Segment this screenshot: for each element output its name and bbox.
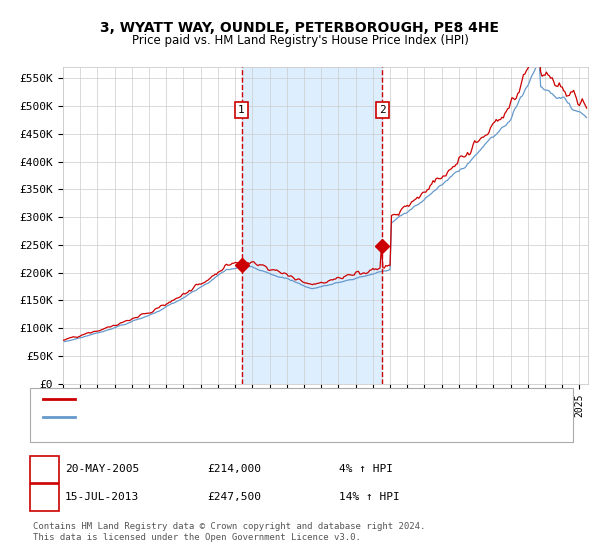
Bar bbox=[241, 67, 382, 384]
Text: 1: 1 bbox=[41, 463, 48, 476]
Text: 14% ↑ HPI: 14% ↑ HPI bbox=[339, 492, 400, 502]
Text: 20-MAY-2005: 20-MAY-2005 bbox=[65, 464, 139, 474]
Text: 1: 1 bbox=[238, 105, 245, 115]
Text: 4% ↑ HPI: 4% ↑ HPI bbox=[339, 464, 393, 474]
Text: £247,500: £247,500 bbox=[207, 492, 261, 502]
Text: 3, WYATT WAY, OUNDLE, PETERBOROUGH, PE8 4HE: 3, WYATT WAY, OUNDLE, PETERBOROUGH, PE8 … bbox=[101, 21, 499, 35]
Text: 2: 2 bbox=[41, 491, 48, 504]
Text: 2: 2 bbox=[379, 105, 386, 115]
Text: Price paid vs. HM Land Registry's House Price Index (HPI): Price paid vs. HM Land Registry's House … bbox=[131, 34, 469, 46]
Text: HPI: Average price, detached house, North Northamptonshire: HPI: Average price, detached house, Nort… bbox=[81, 412, 443, 422]
Text: 3, WYATT WAY, OUNDLE, PETERBOROUGH, PE8 4HE (detached house): 3, WYATT WAY, OUNDLE, PETERBOROUGH, PE8 … bbox=[81, 394, 456, 404]
Text: £214,000: £214,000 bbox=[207, 464, 261, 474]
Text: 15-JUL-2013: 15-JUL-2013 bbox=[65, 492, 139, 502]
Text: Contains HM Land Registry data © Crown copyright and database right 2024.
This d: Contains HM Land Registry data © Crown c… bbox=[33, 522, 425, 542]
